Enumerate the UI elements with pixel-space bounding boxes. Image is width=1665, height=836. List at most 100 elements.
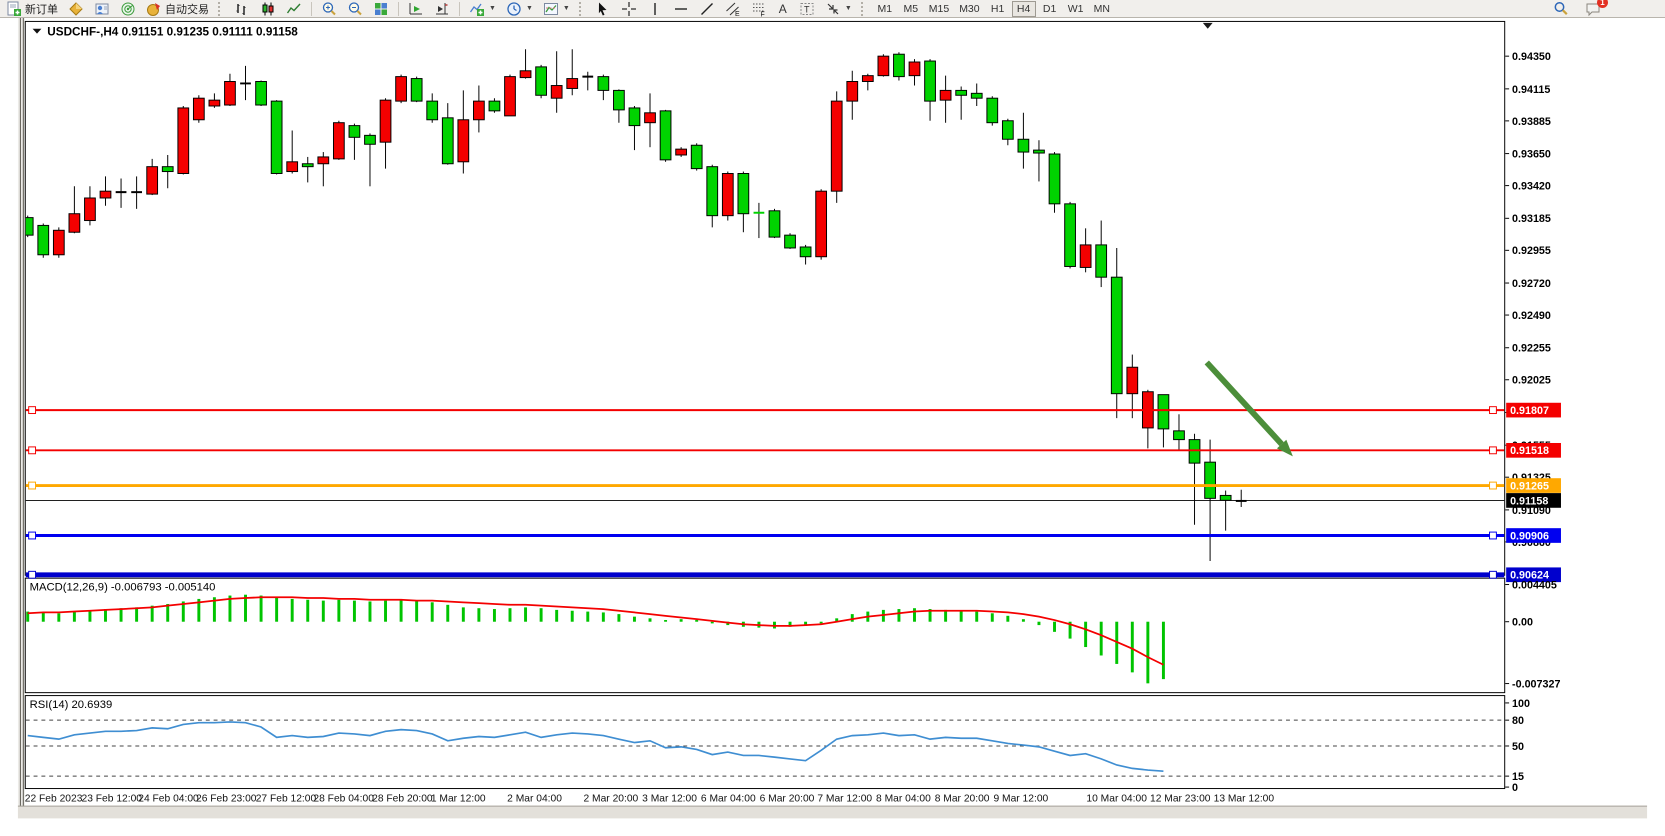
timeframe-button-m1[interactable]: M1 <box>873 1 897 17</box>
trendline-tool-button[interactable] <box>695 1 719 17</box>
symbol-title: USDCHF-,H4 0.91151 0.91235 0.91111 0.911… <box>32 26 298 39</box>
timeframe-button-h4[interactable]: H4 <box>1011 0 1036 17</box>
zoom-in-button[interactable] <box>317 1 341 17</box>
periods-button[interactable]: ▼ <box>502 1 537 17</box>
indicators-button[interactable]: ▼ <box>465 1 500 17</box>
channel-tool-button[interactable]: E <box>721 1 745 17</box>
cursor-tool-button[interactable] <box>591 1 615 17</box>
svg-text:0.91090: 0.91090 <box>1512 505 1551 517</box>
toolbar-separator <box>459 1 460 16</box>
line-chart-button[interactable] <box>282 1 306 17</box>
trend-arrow[interactable] <box>1204 360 1293 457</box>
equidistant-channel-icon: E <box>725 2 740 17</box>
timeframe-button-mn[interactable]: MN <box>1090 1 1114 17</box>
toolbar-separator <box>311 1 312 16</box>
zoom-out-button[interactable] <box>343 1 367 17</box>
svg-text:0.92255: 0.92255 <box>1512 343 1551 355</box>
svg-text:0: 0 <box>1512 782 1518 794</box>
svg-text:0.93420: 0.93420 <box>1512 181 1551 193</box>
hline-objects[interactable]: 0.91807 0.91518 0.91265 0.91158 0.90906 0.906… <box>25 402 1561 583</box>
timeframe-button-m15[interactable]: M15 <box>925 1 953 17</box>
macd-panel[interactable] <box>24 577 1506 694</box>
svg-text:0.92955: 0.92955 <box>1512 245 1551 257</box>
chart-shift-marker[interactable] <box>1202 22 1213 29</box>
svg-text:15: 15 <box>1512 771 1524 783</box>
macd-axis[interactable]: 0.004405 0.00 -0.007327 <box>1505 579 1560 690</box>
svg-text:100: 100 <box>1512 698 1530 710</box>
crosshair-icon <box>621 1 636 16</box>
svg-text:7 Mar 12:00: 7 Mar 12:00 <box>817 794 872 805</box>
auto-scroll-button[interactable] <box>404 1 428 17</box>
crosshair-tool-button[interactable] <box>617 1 641 17</box>
horizontal-line-icon <box>674 7 687 10</box>
svg-text:1 Mar 12:00: 1 Mar 12:00 <box>431 794 486 805</box>
svg-text:0.93650: 0.93650 <box>1512 149 1551 161</box>
svg-text:F: F <box>760 11 764 17</box>
profile-button[interactable] <box>90 1 114 17</box>
svg-text:MACD(12,26,9) -0.006793 -0.005: MACD(12,26,9) -0.006793 -0.005140 <box>30 581 216 593</box>
svg-text:27 Feb 12:00: 27 Feb 12:00 <box>256 794 317 805</box>
text-label-icon: T <box>800 2 814 15</box>
chevron-down-icon: ▼ <box>489 5 496 12</box>
fibonacci-icon: F <box>752 3 765 17</box>
svg-text:24 Feb 04:00: 24 Feb 04:00 <box>138 794 199 805</box>
chevron-down-icon: ▼ <box>844 5 852 12</box>
new-order-button[interactable]: 新订单 <box>2 1 62 17</box>
toolbar-grip <box>218 1 225 16</box>
clock-icon <box>507 1 521 16</box>
svg-text:-0.007327: -0.007327 <box>1512 678 1560 690</box>
candlestick-chart-button[interactable] <box>256 1 280 17</box>
metaeditor-button[interactable] <box>64 1 88 17</box>
chart-shift-icon <box>436 2 448 14</box>
vertical-line-tool-button[interactable] <box>643 1 667 17</box>
rsi-axis[interactable]: 100 80 50 150 <box>1505 698 1530 794</box>
main-chart-panel[interactable] <box>24 20 1506 576</box>
arrows-tool-icon <box>827 3 839 14</box>
horizontal-line-tool-button[interactable] <box>669 1 693 17</box>
chart-canvas[interactable]: 0.94350 0.94115 0.93885 0.93650 0.93420 0.931… <box>0 18 1665 836</box>
autotrade-icon <box>147 2 160 16</box>
svg-text:0.91518: 0.91518 <box>1510 445 1549 457</box>
toolbar-right-icons: 1 <box>1549 0 1663 17</box>
search-icon <box>1554 1 1568 15</box>
svg-text:2 Mar 04:00: 2 Mar 04:00 <box>507 794 562 805</box>
timeframe-button-w1[interactable]: W1 <box>1064 1 1088 17</box>
chevron-down-icon: ▼ <box>525 5 533 12</box>
arrows-tool-button[interactable]: ▼ <box>821 1 856 17</box>
timeframe-button-m5[interactable]: M5 <box>899 1 923 17</box>
svg-text:0.91158: 0.91158 <box>1510 495 1548 507</box>
tile-windows-button[interactable] <box>369 1 393 17</box>
svg-text:6 Mar 20:00: 6 Mar 20:00 <box>760 794 815 805</box>
market-watch-button[interactable] <box>116 1 140 17</box>
timeframe-button-m30[interactable]: M30 <box>955 1 983 17</box>
svg-text:0.92720: 0.92720 <box>1512 278 1551 290</box>
text-tool-button[interactable]: A <box>773 1 793 17</box>
timeframe-button-d1[interactable]: D1 <box>1038 1 1062 17</box>
chat-unread-badge: 1 <box>1597 0 1608 8</box>
macd-label: MACD(12,26,9) -0.006793 -0.005140 <box>30 581 216 593</box>
chart-shift-button[interactable] <box>430 1 454 17</box>
bar-chart-button[interactable] <box>230 1 254 17</box>
timeframe-button-h1[interactable]: H1 <box>986 1 1010 17</box>
svg-text:0.91265: 0.91265 <box>1510 480 1549 492</box>
autotrade-button[interactable]: 自动交易 <box>142 1 213 17</box>
rsi-indicator <box>25 719 1505 777</box>
label-tool-button[interactable]: T <box>795 1 819 17</box>
svg-text:28 Feb 04:00: 28 Feb 04:00 <box>313 794 374 805</box>
chat-button[interactable]: 1 <box>1585 0 1608 17</box>
svg-text:26 Feb 23:00: 26 Feb 23:00 <box>196 794 257 805</box>
svg-text:E: E <box>735 11 740 17</box>
line-chart-icon <box>286 3 301 13</box>
svg-text:10 Mar 04:00: 10 Mar 04:00 <box>1086 794 1147 805</box>
svg-text:0.90906: 0.90906 <box>1510 530 1549 542</box>
templates-button[interactable]: ▼ <box>539 1 574 17</box>
search-button[interactable] <box>1549 1 1573 17</box>
svg-text:0.00: 0.00 <box>1512 617 1533 629</box>
rsi-panel[interactable] <box>24 695 1506 790</box>
svg-text:6 Mar 04:00: 6 Mar 04:00 <box>701 794 756 805</box>
toolbar-grip <box>860 1 868 16</box>
main-toolbar: 新订单 自动交易 ▼ ▼ <box>0 0 1665 18</box>
fibonacci-tool-button[interactable]: F <box>747 1 771 17</box>
chart-window[interactable]: 0.94350 0.94115 0.93885 0.93650 0.93420 0.931… <box>0 18 1665 836</box>
